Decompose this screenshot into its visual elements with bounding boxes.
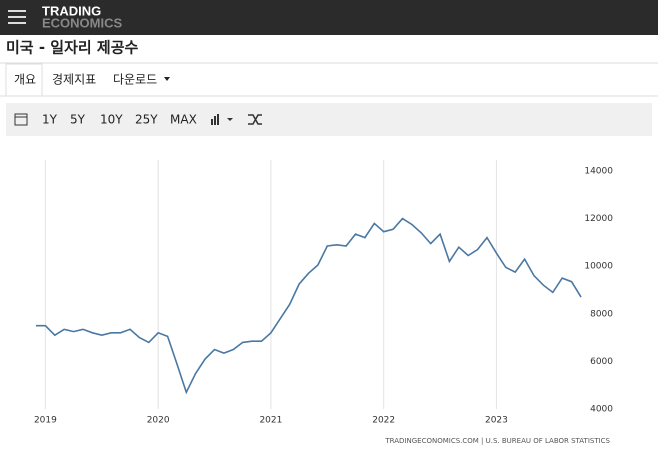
x-tick-label: 2019 [34,416,57,426]
tab[interactable]: 개요 [14,73,36,87]
y-tick-label: 10000 [584,262,613,272]
range-button[interactable]: 1Y [42,113,58,127]
logo[interactable]: TRADING [42,3,101,18]
tab[interactable]: 경제지표 [52,73,96,87]
page-title: 미국 - 일자리 제공수 [6,39,138,57]
range-button[interactable]: 25Y [135,113,158,127]
tab[interactable]: 다운로드 [113,73,157,87]
x-tick-label: 2023 [485,416,508,426]
source-note: TRADINGECONOMICS.COM | U.S. BUREAU OF LA… [384,437,610,445]
shuffle-icon[interactable] [248,114,262,125]
x-tick-label: 2021 [259,416,282,426]
top-bar [0,0,658,35]
data-line [36,217,582,395]
y-tick-label: 8000 [590,309,613,319]
menu-icon[interactable] [8,10,26,24]
toolbar [6,103,652,136]
range-button[interactable]: MAX [170,113,197,127]
chart-type-icon[interactable] [211,114,233,125]
range-button[interactable]: 10Y [100,113,123,127]
active-tab [5,63,43,97]
y-tick-label: 12000 [584,214,613,224]
y-tick-label: 4000 [590,405,613,415]
y-tick-label: 6000 [590,357,613,367]
range-button[interactable]: 5Y [70,113,86,127]
x-tick-label: 2020 [147,416,170,426]
dropdown-arrow [164,77,170,81]
calendar-icon[interactable] [14,113,28,126]
x-tick-label: 2022 [372,416,395,426]
logo[interactable]: ECONOMICS [42,15,123,30]
y-tick-label: 14000 [584,167,613,177]
chart-area [6,140,652,473]
